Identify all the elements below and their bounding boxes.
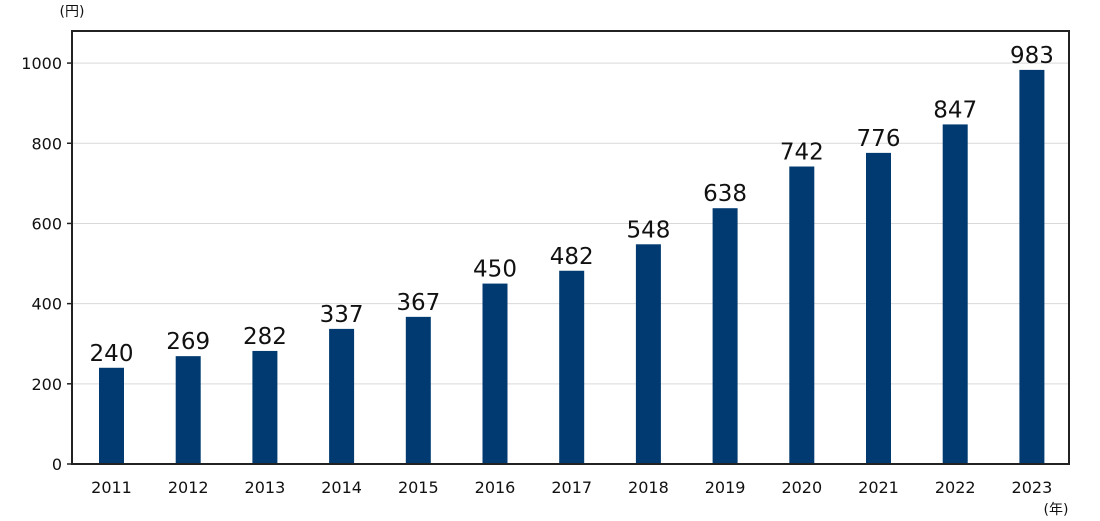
x-tick-label-2012: 2012 [168, 478, 209, 497]
x-axis-ticks: 2011 2012 2013 2014 2015 2016 2017 2018 2019 2020… [91, 478, 1052, 497]
data-label-2019: 638 [703, 181, 747, 207]
x-tick-label-2015: 2015 [398, 478, 439, 497]
data-label-2013: 282 [243, 324, 287, 350]
y-tick-label: 1000 [21, 54, 62, 73]
x-tick-label-2018: 2018 [628, 478, 669, 497]
bar-2022 [942, 124, 968, 464]
x-tick-label-2019: 2019 [705, 478, 746, 497]
data-labels: 240 269 282 337 367 450 482 548 638 742 776 847 983 [90, 43, 1054, 367]
y-tick-label: 400 [31, 295, 62, 314]
data-label-2018: 548 [626, 217, 670, 243]
x-tick-label-2023: 2023 [1012, 478, 1053, 497]
x-tick-label-2013: 2013 [245, 478, 286, 497]
bar-2023 [1019, 69, 1045, 464]
y-axis-ticks: 0 200 400 600 800 1000 [21, 54, 72, 474]
bars [99, 69, 1045, 465]
bar-2020 [789, 166, 815, 464]
data-label-2020: 742 [780, 140, 824, 166]
grid-lines [72, 62, 1069, 385]
bar-2018 [635, 244, 661, 464]
bar-2012 [175, 356, 201, 464]
y-axis-unit: (円) [60, 4, 85, 20]
bar-2013 [252, 350, 278, 464]
data-label-2015: 367 [396, 290, 440, 316]
data-label-2014: 337 [320, 302, 364, 328]
bar-2021 [866, 152, 891, 465]
x-tick-label-2017: 2017 [551, 478, 592, 497]
y-tick-label: 600 [31, 214, 62, 233]
x-tick-label-2021: 2021 [858, 478, 899, 497]
x-tick-label-2020: 2020 [781, 478, 822, 497]
x-axis-unit: (年) [1044, 502, 1069, 518]
x-tick-label-2022: 2022 [935, 478, 976, 497]
data-label-2012: 269 [166, 329, 210, 355]
data-label-2023: 983 [1010, 43, 1054, 69]
data-label-2016: 450 [473, 257, 517, 283]
plot-frame [71, 30, 1070, 465]
bar-2011 [99, 367, 124, 464]
data-label-2021: 776 [857, 126, 901, 152]
bar-2014 [329, 328, 355, 464]
y-tick-label: 200 [31, 375, 62, 394]
bar-2016 [482, 283, 508, 464]
y-tick-label: 0 [52, 455, 62, 474]
y-tick-label: 800 [31, 134, 62, 153]
bar-2019 [712, 208, 738, 464]
bar-2015 [405, 316, 431, 464]
x-tick-label-2016: 2016 [475, 478, 516, 497]
data-label-2022: 847 [933, 97, 977, 123]
x-tick-label-2011: 2011 [91, 478, 132, 497]
x-tick-label-2014: 2014 [321, 478, 362, 497]
data-label-2011: 240 [90, 341, 134, 367]
bar-2017 [559, 270, 585, 464]
data-label-2017: 482 [550, 244, 594, 270]
